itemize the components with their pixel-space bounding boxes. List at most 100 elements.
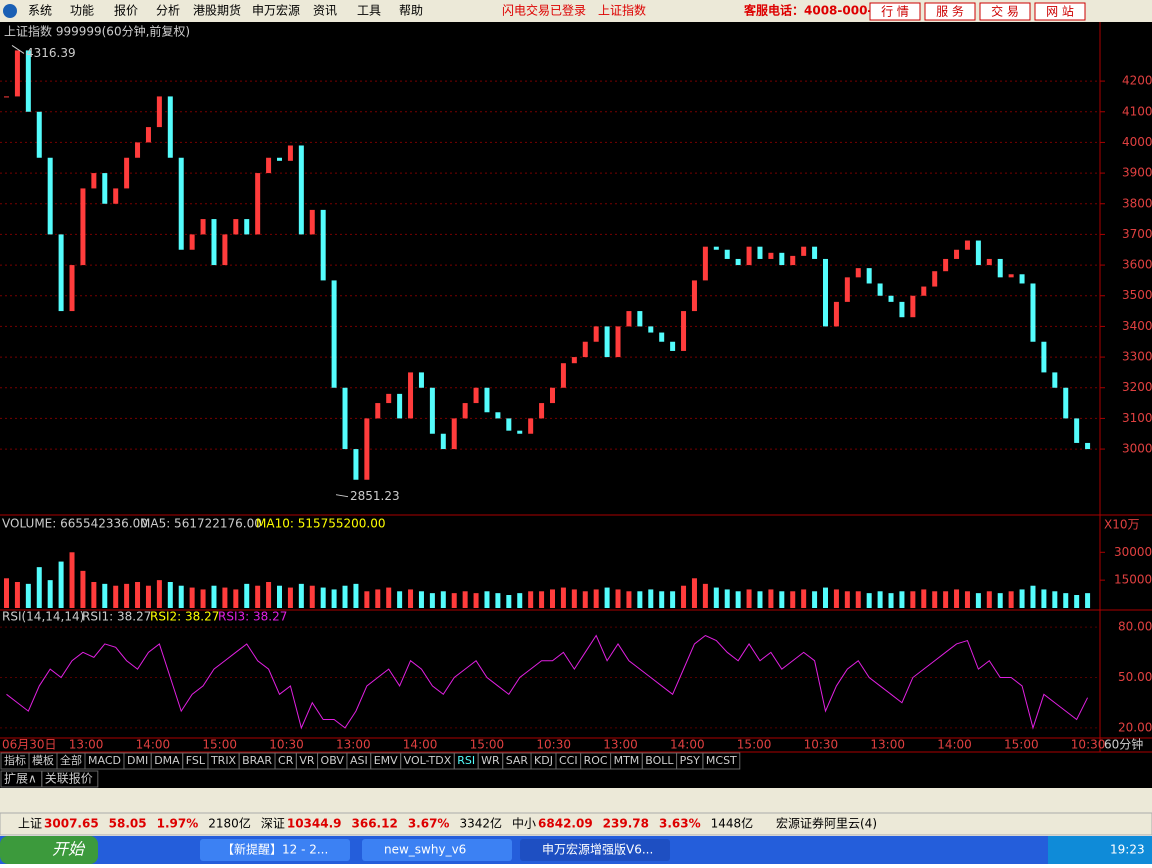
tab-label[interactable]: VOL-TDX xyxy=(404,754,452,767)
candle xyxy=(921,286,927,296)
top-button-label[interactable]: 交 易 xyxy=(991,4,1019,19)
tab-label[interactable]: PSY xyxy=(680,754,701,767)
menu-item[interactable]: 帮助 xyxy=(399,4,423,18)
top-button[interactable] xyxy=(1034,2,1086,21)
menu-item[interactable]: 申万宏源 xyxy=(252,3,300,18)
volume-bar xyxy=(702,583,708,608)
volume-bar xyxy=(309,585,315,608)
candle xyxy=(943,258,949,272)
volume-bar xyxy=(266,582,272,608)
volume-bar xyxy=(440,591,446,608)
volume-bar xyxy=(255,585,261,608)
menu-item[interactable]: 功能 xyxy=(70,4,94,18)
tab-label[interactable]: KDJ xyxy=(534,754,553,767)
tab-label[interactable]: ROC xyxy=(584,754,608,767)
app-icon xyxy=(3,4,17,18)
tab-label[interactable]: MACD xyxy=(88,754,121,767)
status-item: 1448亿 xyxy=(711,816,754,831)
tab-label[interactable]: EMV xyxy=(374,754,398,767)
candle xyxy=(735,258,741,266)
candle xyxy=(539,403,545,419)
tab-label[interactable]: 全部 xyxy=(60,753,82,767)
tab-label[interactable]: WR xyxy=(481,754,500,767)
tab-label[interactable]: BRAR xyxy=(242,754,272,767)
tab-label[interactable]: DMI xyxy=(127,754,148,767)
menu-item[interactable]: 港股期货 xyxy=(193,3,241,18)
volume-bar xyxy=(746,589,752,608)
tab-label[interactable]: CR xyxy=(278,754,294,767)
subtab-label[interactable]: 扩展∧ xyxy=(4,772,37,786)
menu-item[interactable]: 分析 xyxy=(156,4,180,18)
menu-item[interactable]: 资讯 xyxy=(313,4,337,18)
task-window-label[interactable]: new_swhy_v6 xyxy=(384,843,466,857)
candle xyxy=(768,252,774,259)
tab-label[interactable]: VR xyxy=(299,754,315,767)
hotline: 客服电话：4008-000-562 xyxy=(743,3,897,18)
top-button[interactable] xyxy=(924,2,976,21)
candle xyxy=(211,219,217,266)
tab-label[interactable]: TRIX xyxy=(210,754,237,767)
tab-label[interactable]: RSI xyxy=(457,754,475,767)
tab-label[interactable]: 模板 xyxy=(32,753,54,767)
top-button-label[interactable]: 服 务 xyxy=(936,4,964,19)
task-window[interactable] xyxy=(520,839,670,861)
y-tick-label: 3900 xyxy=(1122,166,1152,180)
menu-item[interactable]: 工具 xyxy=(357,4,381,18)
volume-bar xyxy=(80,570,86,608)
time-label: 13:00 xyxy=(69,738,104,752)
tab-label[interactable]: ASI xyxy=(350,754,368,767)
tab-label[interactable]: CCI xyxy=(559,754,578,767)
tab-label[interactable]: FSL xyxy=(186,754,206,767)
task-window[interactable] xyxy=(362,839,512,861)
tab-label[interactable]: MCST xyxy=(706,754,737,767)
menu-item[interactable]: 报价 xyxy=(114,3,138,18)
task-window[interactable] xyxy=(200,839,350,861)
volume-bar xyxy=(244,583,250,608)
volume-bar xyxy=(997,593,1003,608)
menu-item[interactable]: 系统 xyxy=(28,4,52,18)
volume-bar xyxy=(14,582,20,608)
task-window-label[interactable]: 申万宏源增强版V6... xyxy=(542,842,653,857)
tab-label[interactable]: MTM xyxy=(614,754,640,767)
candle xyxy=(331,280,337,388)
top-button[interactable] xyxy=(869,2,921,21)
volume-bar xyxy=(724,589,730,608)
tab-label[interactable]: SAR xyxy=(506,754,529,767)
volume-label: VOLUME: 665542336.00 xyxy=(2,517,148,531)
volume-bar xyxy=(582,591,588,608)
y-tick-label: 80.00 xyxy=(1118,620,1152,634)
start-label[interactable]: 开始 xyxy=(52,840,86,859)
tab-label[interactable]: DMA xyxy=(154,754,180,767)
status-item: 2180亿 xyxy=(208,816,251,831)
tab-label[interactable]: OBV xyxy=(321,754,345,767)
high-arrow xyxy=(11,44,25,54)
candle xyxy=(200,219,206,235)
candle xyxy=(757,246,763,259)
status-item: 深证 xyxy=(261,817,285,831)
candle xyxy=(102,173,108,204)
tab[interactable] xyxy=(702,752,741,770)
volume-bar xyxy=(145,585,151,608)
volume-bar xyxy=(429,593,435,608)
tab-label[interactable]: 指标 xyxy=(4,753,26,767)
candle xyxy=(550,387,555,404)
low-label: 2851.23 xyxy=(350,489,400,503)
start-button[interactable] xyxy=(0,836,98,864)
candle xyxy=(342,387,348,450)
top-button[interactable] xyxy=(979,2,1031,21)
subtab[interactable] xyxy=(41,770,99,788)
candle xyxy=(899,301,905,318)
candle xyxy=(1019,274,1025,284)
subtab-label[interactable]: 关联报价 xyxy=(45,771,93,786)
volume-bar xyxy=(779,591,785,608)
volume-bar xyxy=(462,591,468,608)
candle xyxy=(309,209,315,235)
top-button-label[interactable]: 行 情 xyxy=(881,5,909,19)
top-button-label[interactable]: 网 站 xyxy=(1046,5,1074,19)
volume-bar xyxy=(36,567,42,608)
volume-bar xyxy=(899,591,905,608)
task-window-label[interactable]: 【新提醒】12 - 2... xyxy=(222,842,328,857)
tab-label[interactable]: BOLL xyxy=(645,754,674,767)
candle xyxy=(440,433,446,450)
